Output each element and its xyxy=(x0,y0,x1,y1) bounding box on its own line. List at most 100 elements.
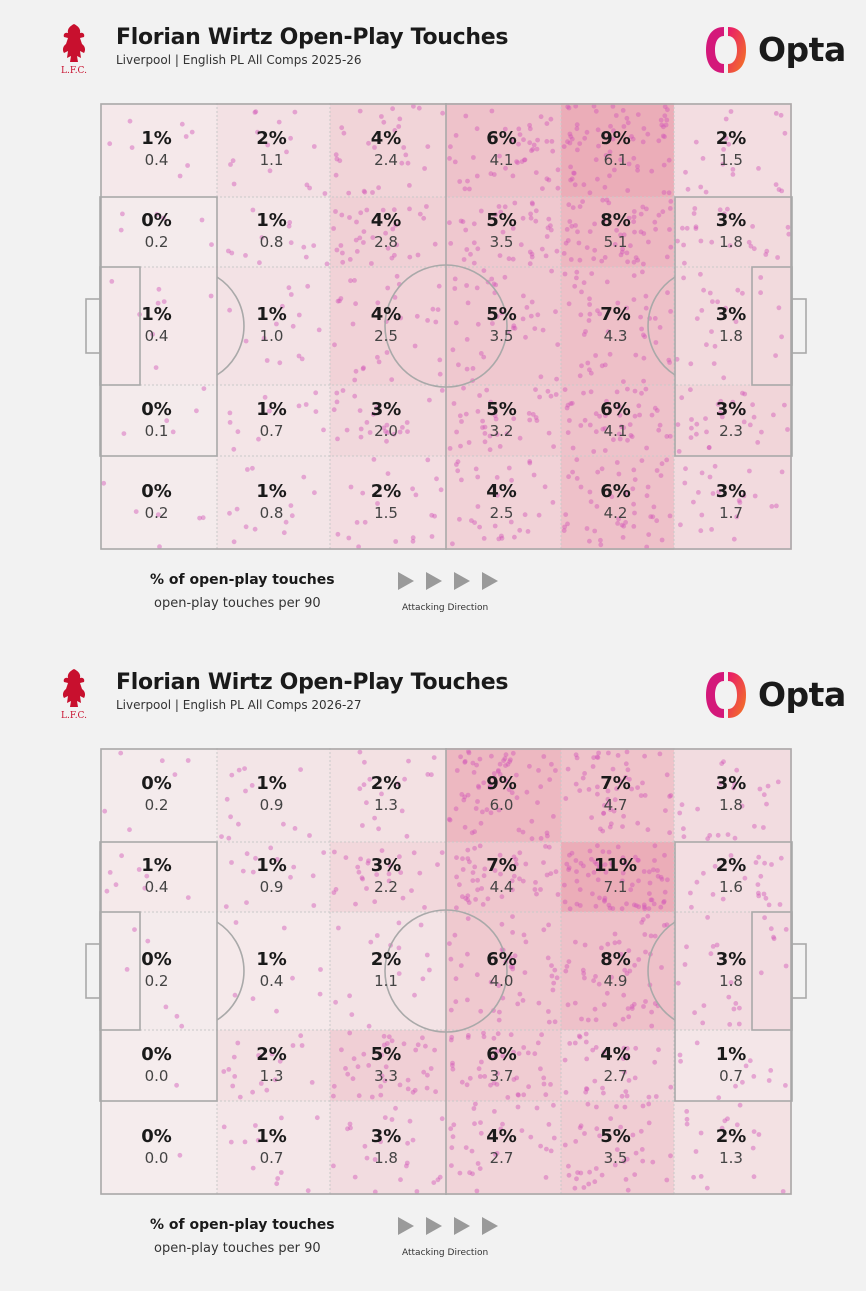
touch-dot xyxy=(631,259,637,265)
touch-dot xyxy=(343,855,349,860)
touch-dot xyxy=(568,164,573,170)
touch-dot xyxy=(475,321,481,327)
touch-dot xyxy=(381,425,387,431)
touch-dot xyxy=(381,1033,387,1039)
touch-dot xyxy=(768,926,774,932)
touch-dot xyxy=(228,814,234,820)
touch-dot xyxy=(390,226,396,232)
touch-dot xyxy=(348,1125,353,1131)
touch-dot xyxy=(607,905,613,911)
touch-dot xyxy=(587,489,593,495)
touch-dot xyxy=(764,248,770,254)
touch-dot xyxy=(661,923,667,928)
touch-dot xyxy=(496,768,501,773)
touch-dot xyxy=(417,870,423,876)
touch-dot xyxy=(448,1126,454,1132)
heat-cell xyxy=(217,197,330,267)
touch-dot xyxy=(360,823,365,828)
touch-dot xyxy=(487,783,493,789)
touch-dot xyxy=(447,817,453,823)
touch-dot xyxy=(534,891,539,897)
touch-dot xyxy=(565,402,571,408)
touch-dot xyxy=(651,504,657,510)
touch-dot xyxy=(573,939,578,945)
touch-dot xyxy=(624,901,629,907)
touch-dot xyxy=(161,215,166,221)
touch-dot xyxy=(386,878,392,884)
touch-dot xyxy=(227,510,232,516)
touch-dot xyxy=(622,1104,628,1110)
touch-dot xyxy=(358,210,364,216)
touch-dot xyxy=(762,915,767,921)
touch-dot xyxy=(500,229,506,235)
touch-dot xyxy=(527,763,532,769)
touch-dot xyxy=(508,955,513,961)
touch-dot xyxy=(433,1089,438,1095)
touch-dot xyxy=(610,104,616,109)
touch-dot xyxy=(509,477,514,483)
heat-cell xyxy=(330,842,446,912)
touch-dot xyxy=(366,1063,372,1068)
touch-dot xyxy=(485,896,491,902)
touch-dot xyxy=(291,864,297,870)
touch-dot xyxy=(609,974,614,980)
touch-dot xyxy=(468,251,473,257)
touch-dot xyxy=(681,826,686,832)
touch-dot xyxy=(655,868,660,873)
touch-dot xyxy=(347,257,353,262)
touch-dot xyxy=(695,806,700,812)
touch-dot xyxy=(601,218,607,224)
touch-dot xyxy=(599,363,605,369)
touch-dot xyxy=(157,544,162,550)
touch-dot xyxy=(596,981,602,987)
touch-dot xyxy=(740,1079,745,1085)
touch-dot xyxy=(458,963,464,968)
touch-dot xyxy=(640,204,646,210)
touch-dot xyxy=(396,971,402,976)
touch-dot xyxy=(343,1066,348,1071)
touch-dot xyxy=(570,445,576,451)
touch-dot xyxy=(664,1177,670,1183)
touch-dot xyxy=(592,1006,598,1012)
touch-dot xyxy=(544,176,550,182)
touch-dot xyxy=(275,1176,281,1181)
touch-dot xyxy=(643,999,648,1004)
touch-dot xyxy=(564,405,570,411)
touch-dot xyxy=(553,309,558,315)
touch-dot xyxy=(548,116,554,122)
touch-dot xyxy=(612,242,618,247)
touch-dot xyxy=(554,376,559,382)
attacking-direction-label: Attacking Direction xyxy=(402,603,489,613)
touch-dot xyxy=(465,951,470,957)
touch-dot xyxy=(665,107,670,113)
touch-dot xyxy=(652,405,658,411)
touch-dot xyxy=(416,105,422,111)
touch-dot xyxy=(536,512,542,518)
touch-dot xyxy=(587,311,593,317)
touch-dot xyxy=(421,1069,427,1075)
touch-dot xyxy=(596,750,601,756)
touch-dot xyxy=(473,466,479,472)
touch-dot xyxy=(700,1020,706,1026)
touch-dot xyxy=(405,429,410,434)
touch-dot xyxy=(625,1187,631,1193)
touch-dot xyxy=(562,899,568,905)
touch-dot xyxy=(457,516,462,522)
touch-dot xyxy=(616,516,621,522)
touch-dot xyxy=(515,1001,521,1007)
touch-dot xyxy=(629,1004,635,1009)
touch-dot xyxy=(352,278,357,283)
touch-dot xyxy=(675,238,680,244)
heat-cell xyxy=(330,385,446,456)
touch-dot xyxy=(290,975,295,981)
touch-dot xyxy=(621,379,626,384)
touch-dot xyxy=(563,968,569,974)
touch-dot xyxy=(541,1075,547,1081)
touch-dot xyxy=(480,418,485,424)
touch-dot xyxy=(625,259,630,265)
touch-dot xyxy=(684,1116,690,1122)
touch-dot xyxy=(512,953,518,959)
touch-dot xyxy=(727,243,733,249)
touch-dot xyxy=(391,207,397,213)
touch-dot xyxy=(625,767,631,773)
